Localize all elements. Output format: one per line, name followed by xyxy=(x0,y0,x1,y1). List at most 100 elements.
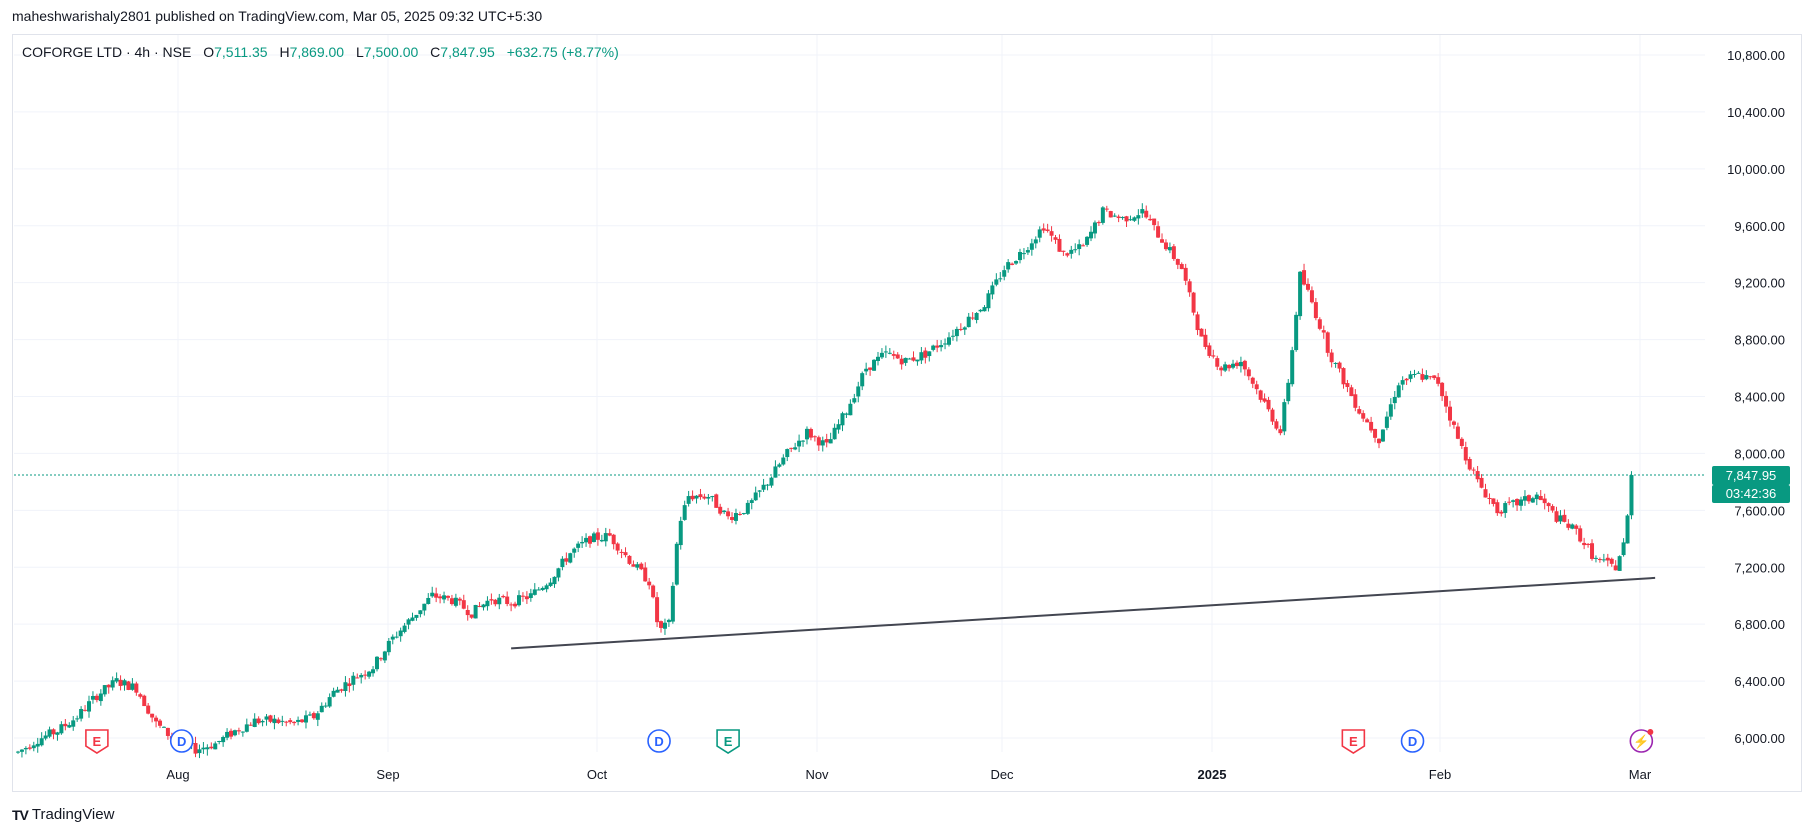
candle-body xyxy=(422,603,427,611)
candle-body xyxy=(87,701,92,712)
candle-body xyxy=(315,713,320,720)
candle-body xyxy=(94,695,99,701)
y-tick-label: 6,400.00 xyxy=(1734,674,1785,689)
candle-body xyxy=(351,675,356,685)
y-tick-label: 7,600.00 xyxy=(1734,503,1785,518)
candle-body xyxy=(497,597,502,605)
earnings-icon[interactable]: E xyxy=(1341,729,1366,754)
candle-body xyxy=(1317,319,1322,329)
candle-body xyxy=(1617,556,1622,571)
candle-body xyxy=(1424,375,1429,380)
event-icon[interactable]: E xyxy=(716,729,740,754)
candle-body xyxy=(1621,542,1626,556)
candle-body xyxy=(528,593,533,598)
high-value: 7,869.00 xyxy=(289,44,345,60)
candle-body xyxy=(134,683,139,693)
candle-body xyxy=(363,674,368,676)
tradingview-logo-icon[interactable]: TV xyxy=(12,806,29,823)
x-tick-label: Oct xyxy=(587,767,608,782)
candle-body xyxy=(607,533,612,536)
candle-body xyxy=(662,622,667,629)
candle-body xyxy=(469,614,474,618)
candle-body xyxy=(1029,243,1034,250)
candle-body xyxy=(280,720,285,722)
candle-body xyxy=(359,674,364,678)
candle-body xyxy=(666,619,671,623)
candle-body xyxy=(27,747,32,749)
y-tick-label: 6,000.00 xyxy=(1734,731,1785,746)
candle-body xyxy=(773,466,778,478)
candle-body xyxy=(1104,208,1109,210)
candle-body xyxy=(1436,377,1441,384)
candle-body xyxy=(875,356,880,361)
candle-body xyxy=(1294,314,1299,351)
candle-body xyxy=(1262,398,1267,402)
candle-body xyxy=(1526,495,1531,502)
y-tick-label: 9,200.00 xyxy=(1734,276,1785,291)
candle-body xyxy=(864,368,869,372)
candle-body xyxy=(1609,558,1614,564)
candle-body xyxy=(923,350,928,358)
candle-body xyxy=(501,596,506,598)
candle-body xyxy=(939,345,944,348)
candle-body xyxy=(1183,267,1188,281)
candle-body xyxy=(71,720,76,727)
candle-body xyxy=(1369,421,1374,431)
candle-body xyxy=(879,352,884,358)
low-value: 7,500.00 xyxy=(363,44,419,60)
candle-body xyxy=(958,328,963,330)
dividend-icon[interactable]: D xyxy=(1400,729,1425,753)
candle-body xyxy=(205,747,210,750)
candle-body xyxy=(461,600,466,609)
candle-body xyxy=(1313,302,1318,319)
candle-body xyxy=(970,317,975,319)
candle-body xyxy=(430,592,435,597)
flash-icon[interactable]: ⚡ xyxy=(1629,729,1654,753)
candle-body xyxy=(1116,216,1121,219)
candle-body xyxy=(1286,382,1291,402)
earnings-icon[interactable]: E xyxy=(85,729,109,754)
candle-body xyxy=(63,723,68,727)
candle-body xyxy=(1511,500,1516,502)
candle-body xyxy=(678,520,683,546)
candle-body xyxy=(410,617,415,621)
candle-body xyxy=(1219,367,1224,371)
candle-body xyxy=(670,585,675,622)
candle-body xyxy=(674,543,679,585)
brand-name[interactable]: TradingView xyxy=(31,806,115,823)
candle-body xyxy=(1033,239,1038,244)
candle-body xyxy=(1120,217,1125,219)
candle-body xyxy=(520,595,525,597)
candle-body xyxy=(1479,477,1484,488)
candle-body xyxy=(808,428,813,438)
candle-body xyxy=(856,386,861,397)
symbol-label[interactable]: COFORGE LTD · 4h · NSE xyxy=(22,44,192,60)
candle-body xyxy=(820,440,825,446)
candle-body xyxy=(812,436,817,438)
dividend-icon[interactable]: D xyxy=(647,729,671,753)
candle-body xyxy=(1290,350,1295,385)
candle-body xyxy=(1613,565,1618,571)
candle-body xyxy=(627,555,632,564)
candle-body xyxy=(394,636,399,638)
candle-body xyxy=(730,517,735,520)
footer: TV TradingView xyxy=(12,806,114,823)
dividend-icon[interactable]: D xyxy=(169,729,194,753)
candle-body xyxy=(355,677,360,679)
candle-body xyxy=(682,505,687,520)
candle-body xyxy=(591,533,596,543)
candle-body xyxy=(1053,237,1058,240)
candle-body xyxy=(146,705,151,714)
candle-body xyxy=(1089,231,1094,239)
candle-body xyxy=(1211,355,1216,357)
candle-body xyxy=(702,496,707,499)
candle-body xyxy=(1298,271,1303,317)
candle-body xyxy=(848,403,853,416)
candle-body xyxy=(98,693,103,702)
candle-body xyxy=(769,477,774,486)
candle-body xyxy=(1270,409,1275,422)
candle-body xyxy=(1250,377,1255,384)
candle-body xyxy=(765,484,770,486)
candle-body xyxy=(891,354,896,356)
